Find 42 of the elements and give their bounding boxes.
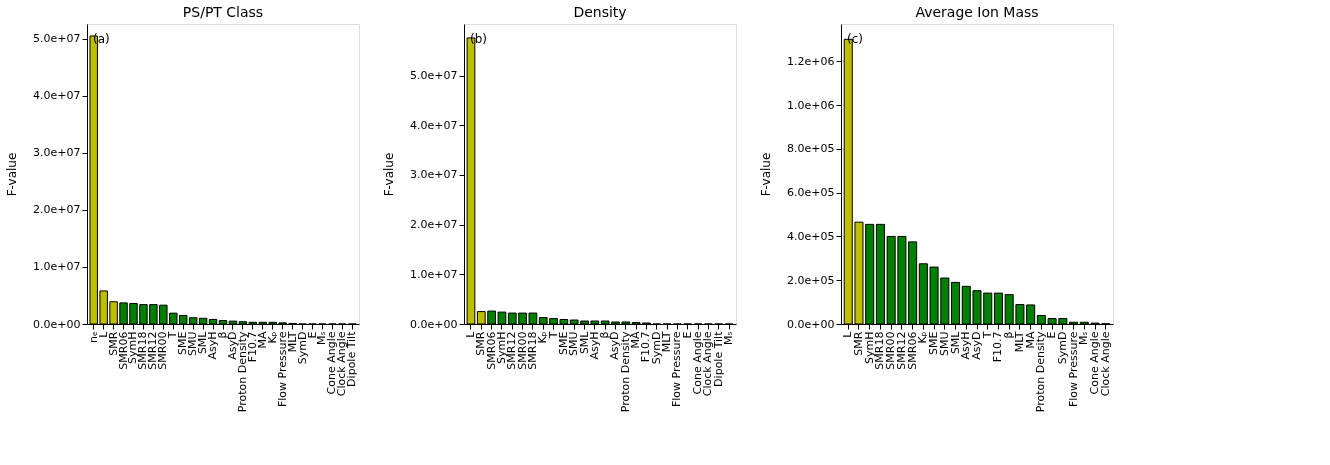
- x-tick-label: SML: [948, 330, 962, 355]
- y-axis-title: F-value: [382, 152, 397, 197]
- annotation: (b): [470, 32, 487, 46]
- y-tick-label: 0.0e+00: [33, 317, 81, 331]
- y-tick-label: 1.0e+07: [410, 267, 458, 281]
- y-tick-label: 2.0e+05: [787, 273, 835, 287]
- annotation: (c): [847, 32, 863, 46]
- x-tick-label: L: [463, 330, 477, 338]
- y-tick-label: 0.0e+00: [410, 317, 458, 331]
- chart-title: PS/PT Class: [182, 4, 264, 20]
- x-tick-label: F10.7: [991, 331, 1005, 363]
- x-tick-label: SMR06: [905, 331, 919, 370]
- x-tick-label: β: [1002, 331, 1016, 339]
- y-tick-label: 8.0e+05: [787, 142, 835, 156]
- y-tick-label: 4.0e+07: [410, 118, 458, 132]
- y-tick-label: 5.0e+07: [410, 69, 458, 83]
- y-tick-label: 4.0e+07: [33, 89, 81, 103]
- y-tick-label: 3.0e+07: [33, 146, 81, 160]
- x-tick-label: Mₛ: [722, 331, 736, 346]
- y-tick-label: 2.0e+07: [33, 203, 81, 217]
- y-axis-title: F-value: [5, 152, 20, 197]
- chart-title: Density: [573, 4, 627, 20]
- y-tick-label: 6.0e+05: [787, 186, 835, 200]
- y-tick-label: 2.0e+07: [410, 218, 458, 232]
- chart-title: Average Ion Mass: [915, 4, 1039, 20]
- x-tick-label: T: [980, 331, 994, 340]
- y-tick-label: 5.0e+07: [33, 32, 81, 46]
- x-tick-label: Mₛ: [1077, 331, 1091, 346]
- y-tick-label: 4.0e+05: [787, 229, 835, 243]
- y-tick-label: 3.0e+07: [410, 168, 458, 182]
- x-tick-label: Proton Density: [1034, 331, 1048, 413]
- y-tick-label: 1.0e+07: [33, 260, 81, 274]
- x-tick-label: Kₚ: [916, 331, 930, 344]
- x-tick-label: AsyH: [959, 331, 973, 360]
- y-axis-title: F-value: [759, 152, 774, 197]
- y-tick-label: 0.0e+00: [787, 317, 835, 331]
- y-tick-label: 1.2e+06: [787, 54, 835, 68]
- x-tick-label: MA: [1023, 331, 1037, 349]
- x-tick-label: Cone Angle: [1088, 331, 1102, 395]
- y-tick-label: 1.0e+06: [787, 98, 835, 112]
- x-tick-label: AsyD: [970, 331, 983, 360]
- x-tick-label: SymH: [862, 331, 876, 364]
